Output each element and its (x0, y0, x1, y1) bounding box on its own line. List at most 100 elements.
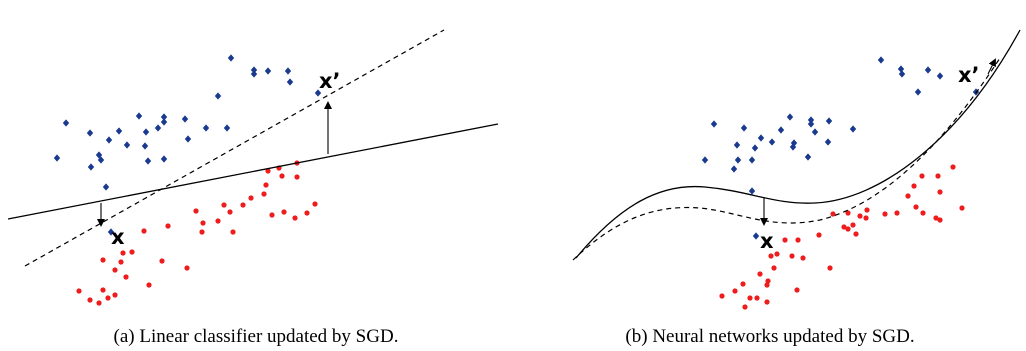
dot-point (937, 217, 943, 223)
dot-point (118, 259, 124, 265)
dot-point (100, 257, 106, 263)
diamond-point (97, 156, 105, 164)
diamond-point (914, 88, 922, 96)
diamond-point (160, 155, 168, 163)
dot-point (294, 174, 300, 180)
dot-point (248, 195, 254, 201)
dot-point (165, 223, 171, 229)
diamond-point (751, 144, 759, 152)
dot-point (159, 258, 165, 264)
dot-point (816, 232, 822, 238)
caption-neural: (b) Neural networks updated by SGD. (625, 326, 914, 347)
dot-point (841, 224, 847, 230)
dot-point (853, 231, 859, 237)
dot-point (215, 218, 221, 224)
dot-point (742, 304, 748, 310)
dot-point (304, 210, 310, 216)
dot-point (827, 265, 833, 271)
point-label-x: x (111, 225, 125, 249)
dot-point (281, 209, 287, 215)
dot-point (795, 237, 801, 243)
dot-point (240, 202, 246, 208)
dot-point (774, 251, 780, 257)
dot-point (905, 193, 911, 199)
dot-point (935, 173, 941, 179)
diamond-point (123, 141, 131, 149)
boundary-before-update (575, 29, 1021, 259)
class-dot-points (76, 160, 318, 306)
class-dot-points (719, 164, 965, 310)
dot-point (764, 282, 770, 288)
dot-point (265, 168, 271, 174)
dot-point (263, 182, 269, 188)
diamond-point (135, 112, 143, 120)
diamond-point (748, 187, 756, 195)
diamond-point (777, 126, 785, 134)
dot-point (933, 215, 939, 221)
dot-point (141, 228, 147, 234)
dot-point (112, 292, 118, 298)
diamond-point (786, 113, 794, 121)
update-arrow-xprime (987, 58, 996, 75)
dot-point (920, 210, 926, 216)
panel-neural: x x’ (b) Neural networks updated by SGD. (572, 29, 1021, 347)
diamond-point (730, 165, 738, 173)
diamond-point (115, 127, 123, 135)
diamond-point (105, 136, 113, 144)
diamond-point (284, 67, 292, 75)
diamond-point (804, 153, 812, 161)
point-label-x: x (760, 229, 774, 253)
diamond-point (144, 157, 152, 165)
dot-point (146, 282, 152, 288)
dot-point (845, 226, 851, 232)
diamond-point (314, 89, 322, 97)
diamond-point (824, 138, 832, 146)
boundary-after-update (572, 57, 1001, 261)
dot-point (719, 293, 725, 299)
dot-point (768, 253, 774, 259)
dot-point (764, 299, 770, 305)
diamond-point (87, 163, 95, 171)
dot-point (96, 300, 102, 306)
diamond-point (740, 124, 748, 132)
dot-point (221, 202, 227, 208)
diamond-point (227, 54, 235, 62)
diamond-point (53, 154, 61, 162)
diamond-point (748, 156, 756, 164)
diamond-point (897, 65, 905, 73)
diamond-point (286, 78, 294, 86)
dot-point (863, 215, 869, 221)
dot-point (937, 189, 943, 195)
dot-point (771, 265, 777, 271)
diamond-point (710, 120, 718, 128)
dot-point (279, 173, 285, 179)
diamond-point (160, 118, 168, 126)
diamond-point (825, 117, 833, 125)
diamond-point (107, 228, 115, 236)
dot-point (227, 209, 233, 215)
dot-point (732, 288, 738, 294)
dot-point (850, 222, 856, 228)
diamond-point (807, 120, 815, 128)
caption-linear: (a) Linear classifier updated by SGD. (114, 326, 399, 347)
dot-point (845, 210, 851, 216)
diamond-point (849, 125, 857, 133)
diamond-point (102, 183, 110, 191)
dot-point (789, 253, 795, 259)
point-label-xprime: x’ (319, 69, 341, 93)
dot-point (292, 215, 298, 221)
dot-point (857, 213, 863, 219)
diamond-point (936, 72, 944, 80)
diamond-point (734, 156, 742, 164)
diamond-point (789, 143, 797, 151)
diamond-point (264, 67, 272, 75)
dot-point (919, 173, 925, 179)
dot-point (882, 211, 888, 217)
dot-point (794, 287, 800, 293)
dot-point (87, 297, 93, 303)
diamond-point (95, 151, 103, 159)
diamond-point (86, 129, 94, 137)
diamond-point (154, 124, 162, 132)
dot-point (105, 295, 111, 301)
